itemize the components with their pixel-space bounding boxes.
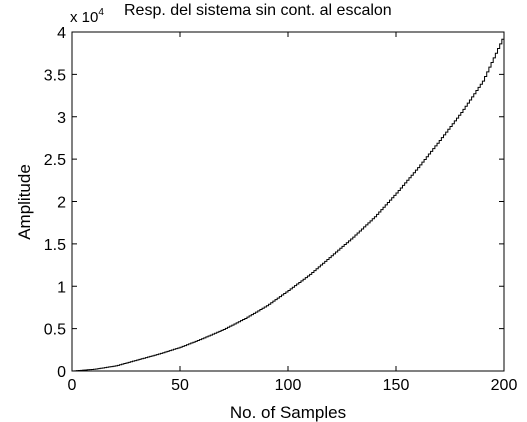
y-tick-label: 4: [57, 25, 66, 42]
x-tick-label: 0: [68, 377, 77, 394]
y-multiplier: x 104: [70, 7, 104, 26]
x-tick-label: 200: [491, 377, 518, 394]
y-tick-label: 3.5: [44, 67, 66, 84]
x-tick-label: 50: [171, 377, 189, 394]
x-tick-label: 150: [383, 377, 410, 394]
y-tick-labels: 0 0.5 1 1.5 2 2.5 3 3.5 4: [44, 25, 66, 381]
y-tick-label: 3: [57, 110, 66, 127]
plot-area: [72, 32, 504, 371]
y-multiplier-exponent: 4: [98, 7, 104, 18]
y-tick-label: 2: [57, 195, 66, 212]
y-tick-label: 0.5: [44, 322, 66, 339]
chart-title: Resp. del sistema sin cont. al escalon: [124, 2, 392, 19]
x-axis-label: No. of Samples: [230, 403, 346, 422]
y-tick-label: 0: [57, 364, 66, 381]
y-axis-label: Amplitude: [15, 164, 34, 240]
series-line: [72, 34, 505, 372]
x-tick-labels: 0 50 100 150 200: [68, 377, 518, 394]
x-tick-label: 100: [275, 377, 302, 394]
y-tick-label: 2.5: [44, 152, 66, 169]
axes-box: [71, 31, 505, 372]
y-tick-label: 1: [57, 279, 66, 296]
y-tick-label: 1.5: [44, 237, 66, 254]
y-multiplier-base: x 10: [70, 9, 98, 26]
